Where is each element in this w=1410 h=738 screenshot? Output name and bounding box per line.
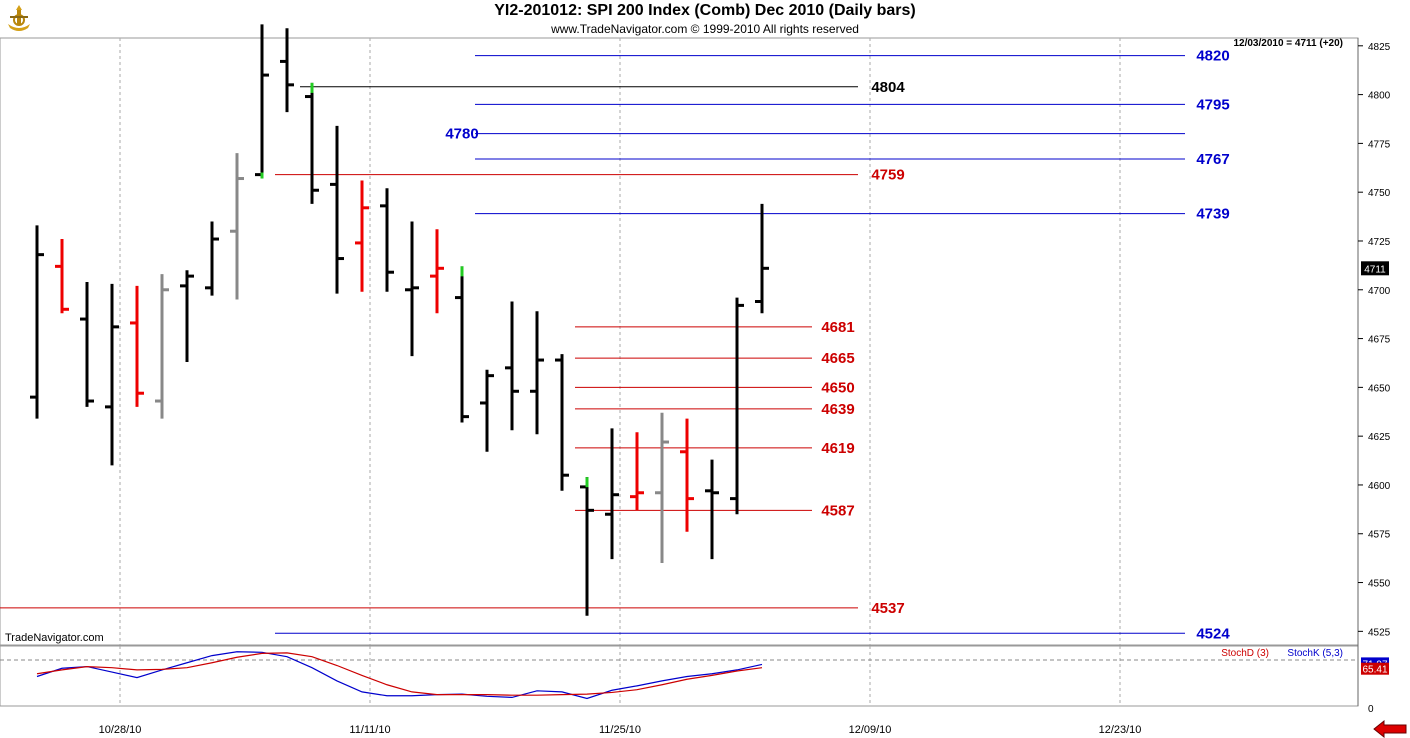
stoch-legend-d: StochD (3): [1221, 648, 1269, 659]
y-tick-label: 4825: [1368, 42, 1391, 53]
y-tick-label: 4575: [1368, 530, 1391, 541]
level-label-4820: 4820: [1196, 48, 1229, 65]
chart-header: YI2-201012: SPI 200 Index (Comb) Dec 201…: [0, 0, 1410, 38]
level-label-4739: 4739: [1196, 206, 1229, 223]
price-plot-frame: [0, 37, 1359, 646]
chart-subtitle: www.TradeNavigator.com © 1999-2010 All r…: [551, 22, 859, 36]
y-tick-label: 4700: [1368, 286, 1391, 297]
level-label-4804: 4804: [871, 79, 905, 96]
ohlc-bar: [80, 281, 94, 407]
stochastic-plot-frame: [0, 645, 1359, 707]
level-label-4650: 4650: [821, 379, 854, 396]
y-tick-label: 4600: [1368, 481, 1391, 492]
y-tick-label: 4675: [1368, 335, 1391, 346]
ohlc-bar: [630, 432, 644, 511]
y-tick-label: 4750: [1368, 188, 1391, 199]
watermark-text: TradeNavigator.com: [5, 632, 104, 644]
stoch-d-value: 65.41: [1362, 665, 1387, 676]
stoch-legend-k: StochK (5,3): [1287, 648, 1343, 659]
stochastic-panel: StochD (3)StochK (5,3)71.9765.410: [0, 648, 1389, 715]
y-tick-label: 4550: [1368, 579, 1391, 590]
date-axis: 10/28/10 11/11/10 11/25/10 12/09/10 12/23/10: [99, 724, 1142, 736]
ohlc-bar: [705, 459, 719, 560]
ohlc-bar: [730, 297, 744, 515]
stoch-d-line: [36, 652, 763, 696]
ohlc-bar: [305, 82, 319, 204]
ohlc-bar: [105, 283, 119, 466]
ohlc-bar: [180, 270, 194, 362]
chart-title: YI2-201012: SPI 200 Index (Comb) Dec 201…: [494, 2, 916, 19]
stoch-d-value-box: [1361, 662, 1389, 675]
scroll-left-arrow-icon[interactable]: [1373, 719, 1407, 738]
level-label-4759: 4759: [871, 167, 904, 184]
level-label-4767: 4767: [1196, 151, 1229, 168]
ohlc-bar: [205, 221, 219, 296]
level-label-4665: 4665: [821, 350, 854, 367]
ohlc-bar: [480, 369, 494, 452]
y-tick-label: 4650: [1368, 383, 1391, 394]
y-tick-label: 4800: [1368, 91, 1391, 102]
ohlc-bar: [230, 153, 244, 300]
ohlc-bar: [430, 229, 444, 314]
x-tick-label: 12/23/10: [1099, 724, 1142, 736]
y-tick-label: 4725: [1368, 237, 1391, 248]
ohlc-bar: [755, 203, 769, 314]
ohlc-bar: [405, 221, 419, 357]
price-readout: 12/03/2010 = 4711 (+20): [1233, 38, 1343, 49]
ohlc-bar: [605, 428, 619, 560]
ohlc-bar: [55, 239, 69, 314]
level-label-4639: 4639: [821, 401, 854, 418]
y-tick-label: 4625: [1368, 432, 1391, 443]
ohlc-bar: [555, 354, 569, 491]
current-price-box: [1361, 261, 1389, 276]
stoch-k-line: [36, 651, 763, 700]
x-tick-label: 11/25/10: [599, 724, 641, 736]
level-label-4587: 4587: [821, 502, 854, 519]
grid-layer: [0, 37, 1359, 707]
ohlc-bar: [680, 418, 694, 532]
ohlc-bar: [455, 266, 469, 423]
level-label-4619: 4619: [821, 440, 854, 457]
level-label-4681: 4681: [821, 319, 854, 336]
ohlc-bar: [505, 301, 519, 431]
x-tick-label: 12/09/10: [849, 724, 892, 736]
ohlc-bar: [330, 125, 344, 294]
y-tick-label: 4525: [1368, 627, 1391, 638]
level-label-4524: 4524: [1196, 625, 1230, 642]
ohlc-bar: [655, 412, 669, 564]
x-tick-label: 11/11/10: [349, 724, 390, 736]
trade-navigator-logo-icon: [4, 2, 34, 34]
current-price-label: 4711: [1364, 264, 1386, 275]
ohlc-bar: [155, 274, 169, 419]
level-label-4537: 4537: [871, 600, 904, 617]
price-axis: 4525 4550 4575 4600 4625 4650 4675 4700 4725 4750…: [1358, 42, 1391, 638]
ohlc-bar: [280, 28, 294, 113]
ohlc-bar: [380, 188, 394, 292]
level-lines: 4820 4804 4795 4780 4767 4759 4739 4681 4665 4650…: [0, 48, 1230, 642]
ohlc-bar: [130, 285, 144, 407]
level-label-4780: 4780: [445, 126, 478, 143]
x-tick-label: 10/28/10: [99, 724, 142, 736]
y-tick-label: 4775: [1368, 139, 1391, 150]
stoch-y-tick-label: 0: [1368, 704, 1374, 715]
ohlc-bar: [530, 311, 544, 435]
ohlc-bar: [30, 225, 44, 419]
overlay-layer: 12/03/2010 = 4711 (+20) TradeNavigator.co…: [5, 38, 1407, 738]
ohlc-bars: [30, 24, 769, 616]
level-label-4795: 4795: [1196, 96, 1229, 113]
ohlc-bar: [355, 180, 369, 292]
